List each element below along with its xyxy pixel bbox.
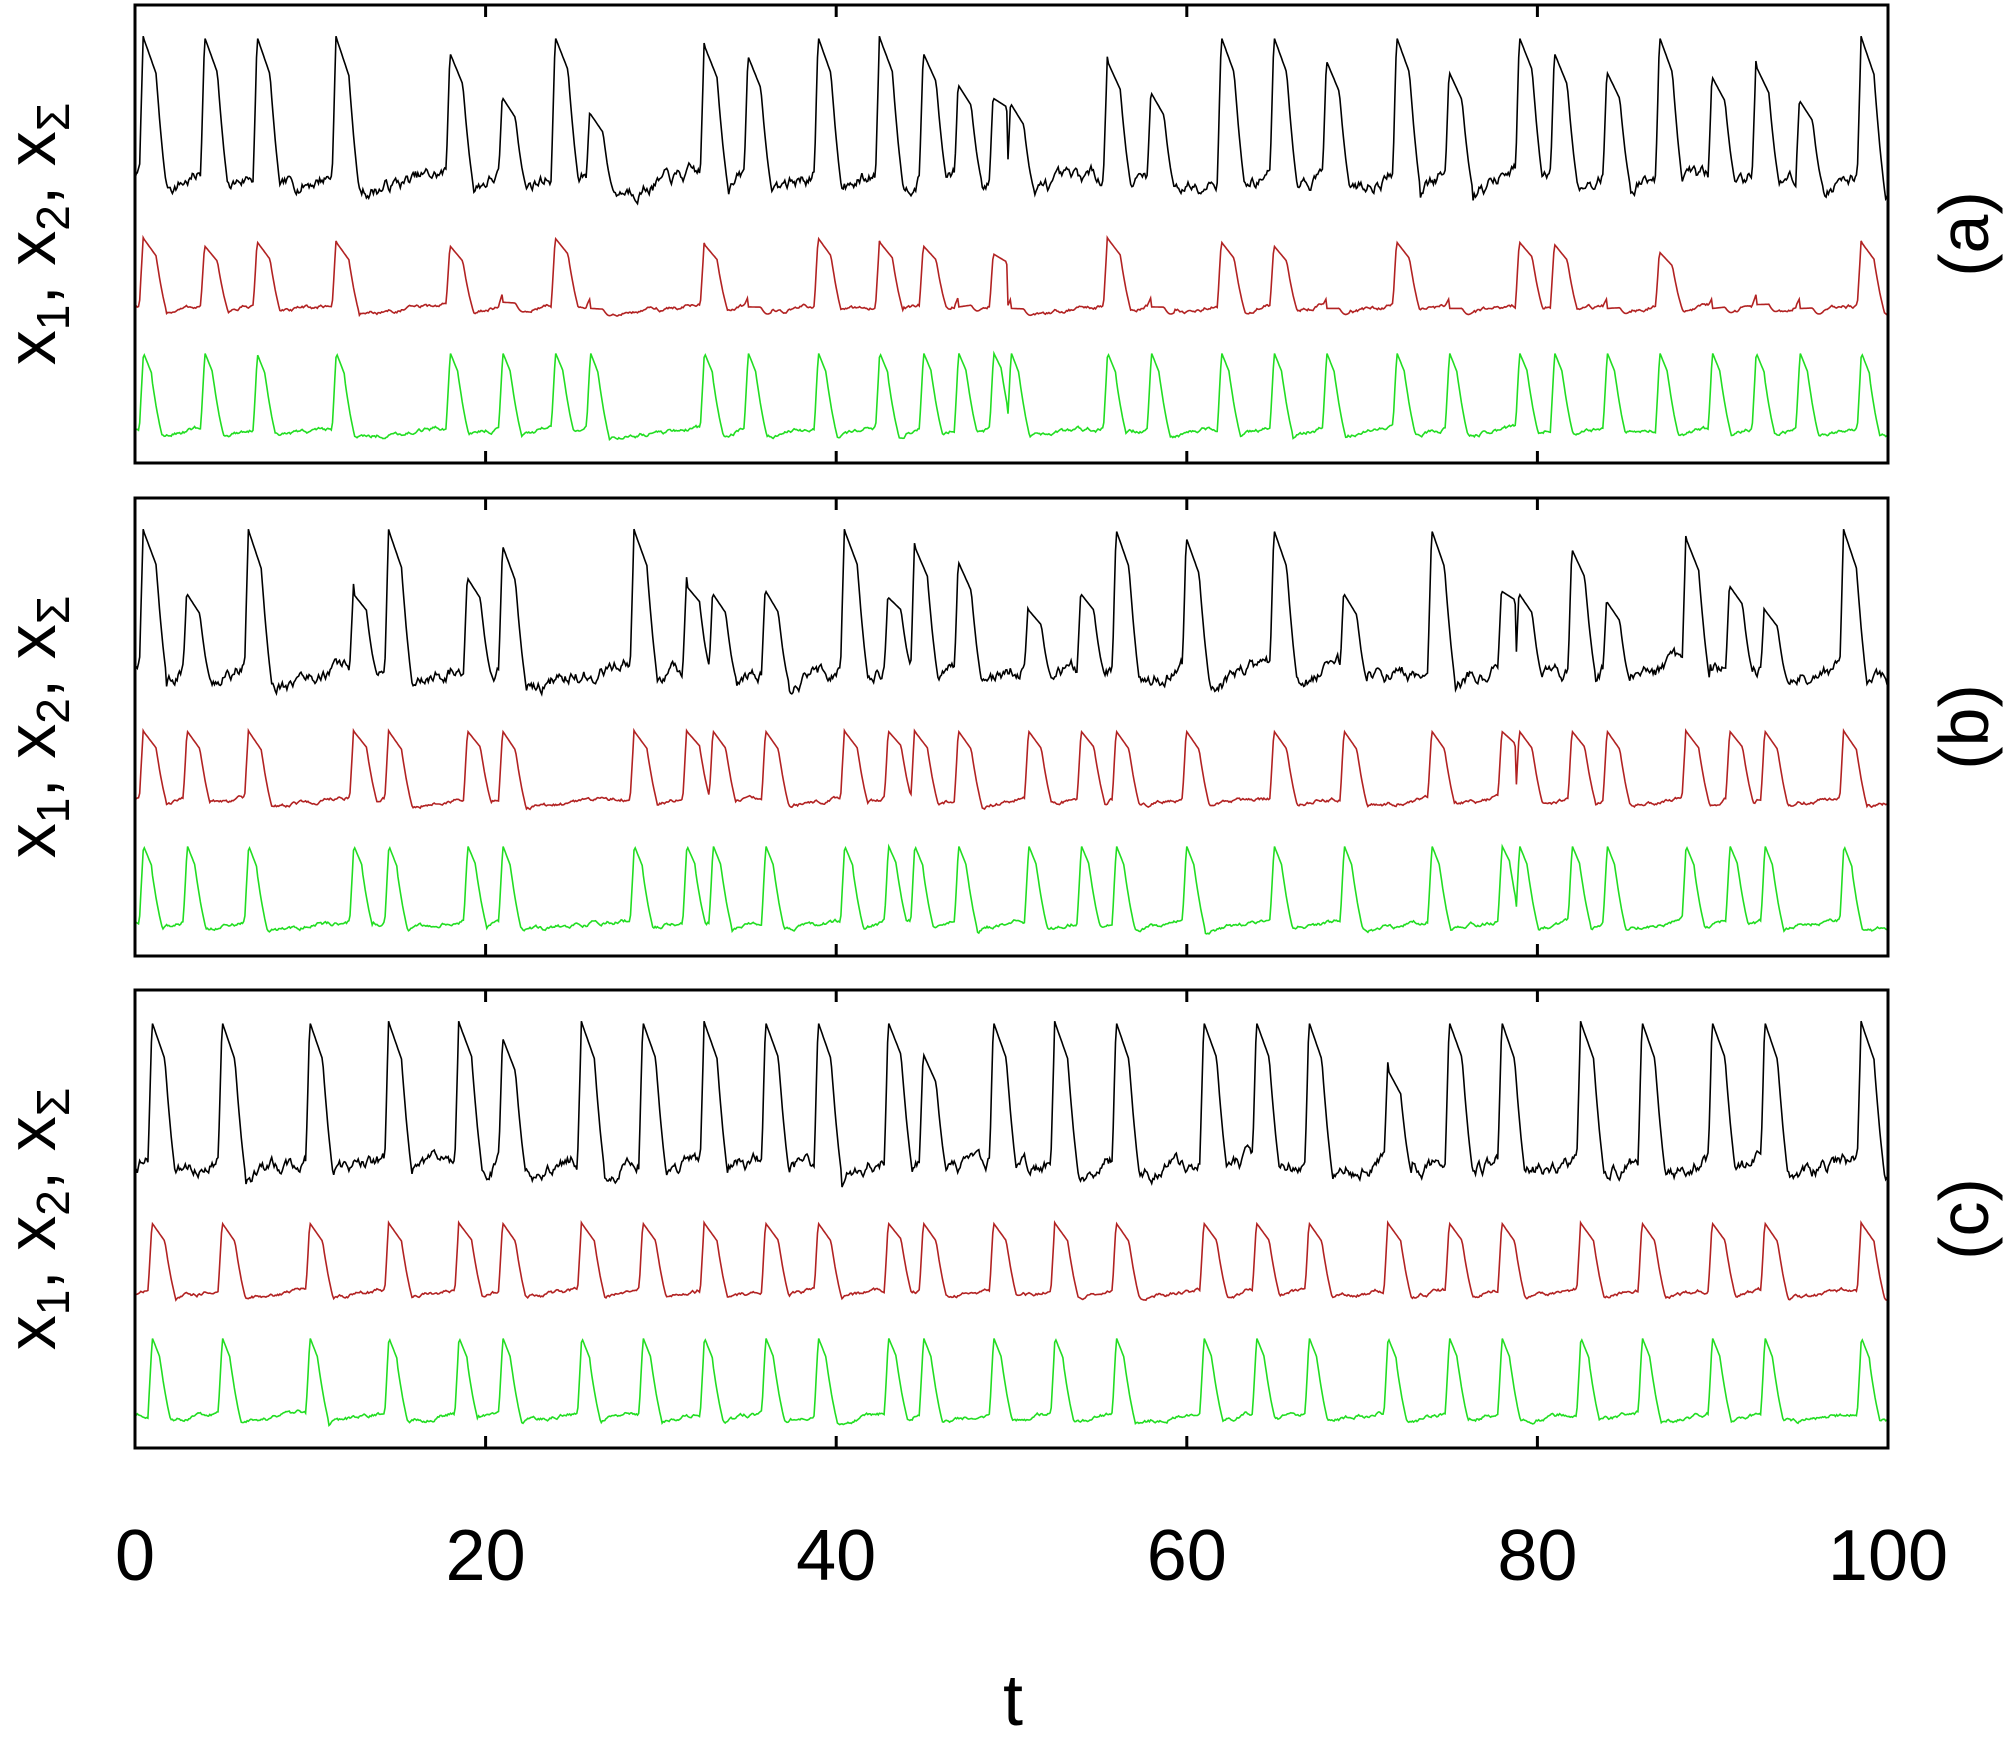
plot-frame bbox=[133, 3, 1890, 465]
y-axis-label: x1, x2, xΣ bbox=[0, 1088, 79, 1350]
series-line-3 bbox=[134, 843, 1889, 935]
series-line-1 bbox=[134, 528, 1889, 697]
x-tick-label: 40 bbox=[796, 1516, 876, 1596]
panel-a: x1, x2, xΣ (a) bbox=[0, 3, 2003, 465]
series-line-3 bbox=[134, 1337, 1889, 1427]
y-axis-label: x1, x2, xΣ bbox=[0, 596, 79, 858]
series-line-2 bbox=[135, 727, 1889, 811]
series-line-1 bbox=[134, 1020, 1889, 1188]
series-line-2 bbox=[134, 234, 1889, 318]
x-axis-title: t bbox=[1003, 1661, 1023, 1741]
panel-c: x1, x2, xΣ (c) bbox=[0, 988, 2003, 1450]
x-tick-labels: 0 20 40 60 80 100 bbox=[115, 1516, 1948, 1596]
y-axis-label: x1, x2, xΣ bbox=[0, 103, 79, 365]
x-tick-label: 60 bbox=[1147, 1516, 1227, 1596]
series-line-3 bbox=[134, 350, 1889, 442]
panel-label: (b) bbox=[1925, 684, 2003, 770]
series-line-2 bbox=[134, 1219, 1889, 1302]
series-line-1 bbox=[134, 35, 1889, 206]
panel-label: (c) bbox=[1925, 1178, 2003, 1260]
panel-b: x1, x2, xΣ (b) bbox=[0, 496, 2003, 958]
panels: x1, x2, xΣ (a) x1, x2, xΣ (b) x1, x2, xΣ (c) bbox=[0, 3, 2003, 1450]
panel-label: (a) bbox=[1925, 191, 2003, 277]
x-tick-label: 100 bbox=[1828, 1516, 1948, 1596]
plot-frame bbox=[133, 988, 1890, 1450]
x-tick-label: 80 bbox=[1497, 1516, 1577, 1596]
plot-frame bbox=[133, 496, 1890, 958]
x-tick-label: 0 bbox=[115, 1516, 155, 1596]
x-tick-label: 20 bbox=[446, 1516, 526, 1596]
